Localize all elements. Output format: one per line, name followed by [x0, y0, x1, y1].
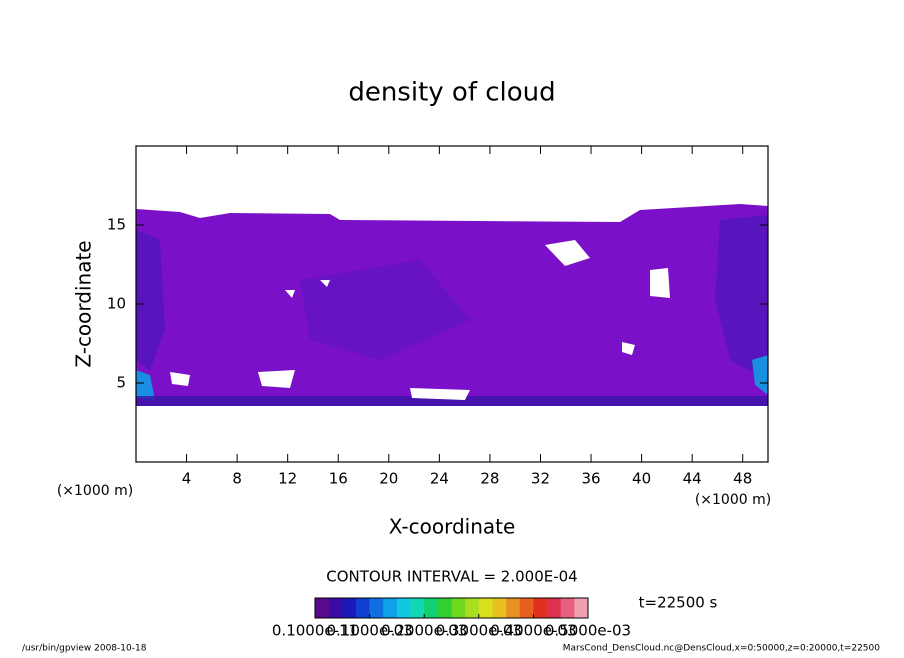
x-tick-label: 36	[581, 470, 600, 488]
colorbar-cell	[369, 598, 384, 618]
footer-left: /usr/bin/gpview 2008-10-18	[22, 644, 147, 654]
colorbar-cell	[547, 598, 561, 618]
x-tick-label: 8	[232, 470, 242, 488]
colorbar-tick-label: 0.4000e-03	[490, 622, 576, 640]
x-tick-label: 24	[430, 470, 449, 488]
x-tick-label: 4	[182, 470, 192, 488]
x-tick-label: 16	[329, 470, 348, 488]
colorbar-frame	[314, 597, 589, 619]
colorbar-tick-label: 0.2000e-03	[381, 622, 467, 640]
colorbar-cell	[560, 598, 575, 618]
colorbar-cell	[437, 598, 452, 618]
colorbar-cell	[519, 598, 534, 618]
colorbar-cell	[396, 598, 411, 618]
colorbar-cell	[506, 598, 521, 618]
x-unit: (×1000 m)	[57, 483, 133, 499]
colorbar-tick-label: 0.1000e-11	[272, 622, 358, 640]
y-tick-label: 5	[116, 374, 126, 392]
colorbar-cell	[424, 598, 439, 618]
colorbar-cell	[355, 598, 370, 618]
x-tick-label: 44	[683, 470, 702, 488]
colorbar-cell	[465, 598, 480, 618]
x-tick-label: 32	[531, 470, 550, 488]
dense-patch	[752, 355, 768, 395]
colorbar-cell	[478, 598, 493, 618]
colorbar-cell	[533, 598, 548, 618]
dense-patch	[136, 396, 768, 406]
dense-patch	[715, 215, 768, 380]
colorbar-cell	[574, 598, 589, 618]
colorbar-cell	[492, 598, 507, 618]
colorbar-cell	[410, 598, 425, 618]
colorbar-tick-label: 0.5000e-03	[545, 622, 631, 640]
x-tick-label: 12	[278, 470, 297, 488]
y-tick-label: 15	[107, 216, 126, 234]
contour-interval: CONTOUR INTERVAL = 2.000E-04	[326, 568, 577, 586]
x-tick-label: 48	[733, 470, 752, 488]
colorbar-tick-label: 0.1000e-03	[326, 622, 412, 640]
x-tick-label: 28	[480, 470, 499, 488]
time-label: t=22500 s	[639, 594, 718, 612]
x-tick-label: 20	[379, 470, 398, 488]
x-tick-label: 40	[632, 470, 651, 488]
y-axis-label: Z-coordinate	[72, 240, 96, 367]
contour-field	[136, 204, 768, 406]
dense-patch	[136, 230, 165, 370]
colorbar-cell	[342, 598, 357, 618]
footer-right: MarsCond_DensCloud.nc@DensCloud,x=0:5000…	[563, 644, 880, 654]
dense-patch	[300, 260, 470, 360]
colorbar-cell	[315, 598, 329, 618]
colorbar-tick-label: 0.3000e-03	[436, 622, 522, 640]
y-tick-label: 10	[107, 295, 126, 313]
colorbar-cell	[383, 598, 398, 618]
chart-title: density of cloud	[348, 78, 555, 108]
x-axis-label: X-coordinate	[389, 515, 516, 539]
dense-patch	[136, 370, 155, 400]
y-unit: (×1000 m)	[695, 492, 771, 508]
colorbar-cell	[328, 598, 343, 618]
colorbar-cell	[451, 598, 466, 618]
